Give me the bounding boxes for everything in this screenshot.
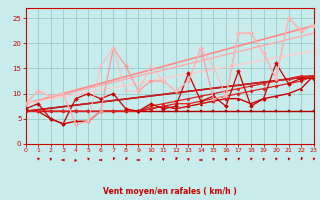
Text: Vent moyen/en rafales ( km/h ): Vent moyen/en rafales ( km/h ) [103,187,236,196]
